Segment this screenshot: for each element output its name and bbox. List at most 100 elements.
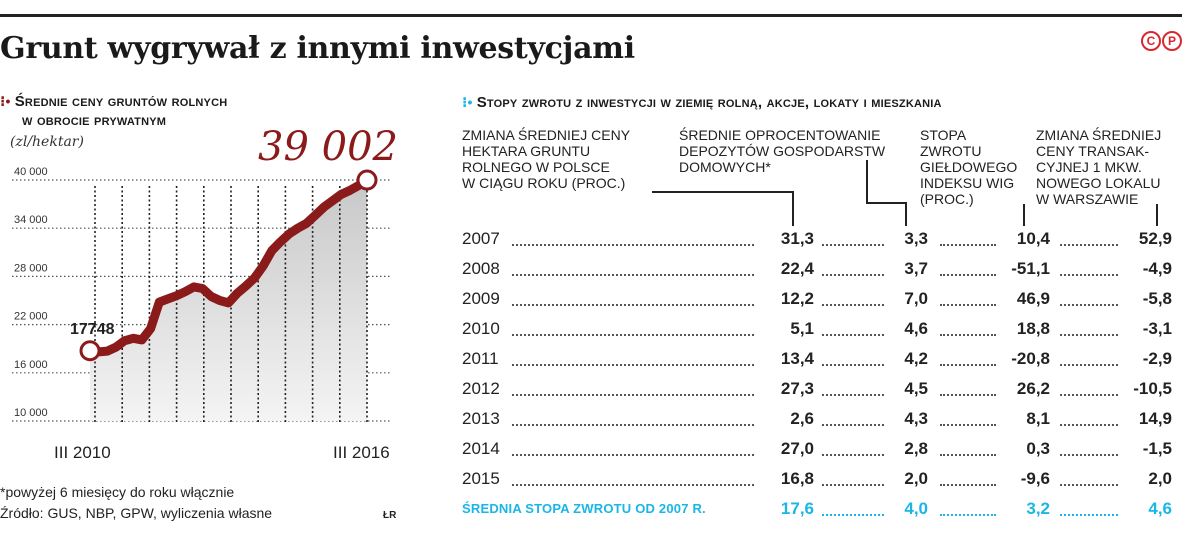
average-label: ŚREDNIA STOPA ZWROTU OD 2007 R. [462,501,706,516]
table-row: 2010 5,1 4,6 18,8 -3,1 [462,319,1172,343]
dot-leader [822,334,884,336]
x-tick-label: III 2010 [54,443,111,462]
table-cell: -4,9 [1142,259,1172,278]
row-year: 2007 [462,229,500,248]
row-year: 2008 [462,259,500,278]
connector-deposits-v1 [866,160,868,204]
table-cell: 3,7 [904,259,928,278]
table-cell: 12,2 [780,289,814,308]
dot-leader [1060,334,1118,336]
area-fill [90,180,367,421]
dot-leader [940,304,996,306]
table-cell: 14,9 [1138,409,1172,428]
table-row: 2007 31,3 3,3 10,4 52,9 [462,229,1172,253]
table-cell: -5,8 [1142,289,1172,308]
logo-c: C [1141,31,1161,51]
dot-leader [940,364,996,366]
table-cell: 4,6 [1148,499,1172,518]
dot-leader [512,484,754,486]
row-year: 2014 [462,439,500,458]
dot-leader [512,454,754,456]
column-header-land: ZMIANA ŚREDNIEJ CENY HEKTARA GRUNTU ROLN… [462,127,631,191]
dot-leader [940,424,996,426]
dot-leader [940,514,996,516]
dot-leader [822,454,884,456]
y-tick-label: 28 000 [14,262,48,274]
table-cell: 27,3 [780,379,814,398]
table-cell: 4,5 [904,379,928,398]
right-title-text: Stopy zwrotu z inwestycji w ziemię rolną… [476,94,942,111]
dot-leader [822,364,884,366]
y-tick-label: 16 000 [14,359,48,371]
right-panel-title: ⁝• Stopy zwrotu z inwestycji w ziemię ro… [462,93,942,112]
table-cell: 4,2 [904,349,928,368]
dot-leader [1060,274,1118,276]
dot-leader [512,274,754,276]
table-cell: -10,5 [1133,379,1172,398]
table-cell: 3,2 [1026,499,1050,518]
dot-leader [1060,454,1118,456]
dot-leader [1060,394,1118,396]
logo-p: P [1162,31,1182,51]
table-cell: 13,4 [780,349,814,368]
footnote: *powyżej 6 miesięcy do roku włącznie [0,484,235,500]
headline: Grunt wygrywał z innymi inwestycjami [0,31,635,66]
dot-leader [512,424,754,426]
connector-land-h [652,191,793,193]
series-line [85,175,372,357]
connector-wig-v [1023,204,1025,226]
table-row: 2013 2,6 4,3 8,1 14,9 [462,409,1172,433]
end-marker [356,169,378,191]
table-cell: 3,3 [904,229,928,248]
dot-leader [940,334,996,336]
dot-leader [822,514,884,516]
table-cell: 2,6 [790,409,814,428]
column-header-apartments: ZMIANA ŚREDNIEJ CENY TRANSAK- CYJNEJ 1 M… [1036,127,1162,207]
left-title-line1: Średnie ceny gruntów rolnych [14,93,228,110]
table-cell: 2,8 [904,439,928,458]
left-title-line2: w obrocie prywatnym [22,112,167,129]
dot-leader [512,364,754,366]
table-cell: 26,2 [1016,379,1050,398]
table-cell: 2,0 [904,469,928,488]
author-initials: ŁR [383,510,397,521]
table-cell: 16,8 [780,469,814,488]
table-cell: 2,0 [1148,469,1172,488]
table-cell: 7,0 [904,289,928,308]
dot-leader [1060,304,1118,306]
connector-deposits-v2 [905,202,907,226]
row-year: 2015 [462,469,500,488]
dot-leader [822,244,884,246]
table-row: 2014 27,0 2,8 0,3 -1,5 [462,439,1172,463]
y-tick-label: 22 000 [14,311,48,323]
table-cell: 22,4 [780,259,814,278]
table-cell: -51,1 [1011,259,1050,278]
dot-leader [822,484,884,486]
start-value-label: 17748 [70,321,115,338]
table-cell: 18,8 [1016,319,1050,338]
table-cell: 27,0 [780,439,814,458]
connector-apartments-v [1156,204,1158,226]
table-cell: -3,1 [1142,319,1172,338]
y-tick-label: 10 000 [14,407,48,419]
table-cell: 4,6 [904,319,928,338]
price-chart: 10 000 16 000 22 000 28 000 34 000 40 000 177… [12,166,390,462]
connector-land-v [792,191,794,226]
dot-leader [1060,244,1118,246]
row-year: 2009 [462,289,500,308]
dot-leader [822,304,884,306]
table-cell: 17,6 [780,499,814,518]
column-header-wig: STOPA ZWROTU GIEŁDOWEGO INDEKSU WIG (PRO… [920,127,1018,207]
dot-leader [512,334,754,336]
row-year: 2012 [462,379,500,398]
table-cell: 0,3 [1026,439,1050,458]
dot-leader [512,304,754,306]
table-row: 2009 12,2 7,0 46,9 -5,8 [462,289,1172,313]
table-cell: -9,6 [1020,469,1050,488]
dot-leader [512,394,754,396]
table-cell: -20,8 [1011,349,1050,368]
connector-deposits-h [866,202,906,204]
unit-label: (zl/hektar) [10,134,84,150]
highlight-value: 39 002 [258,124,398,170]
